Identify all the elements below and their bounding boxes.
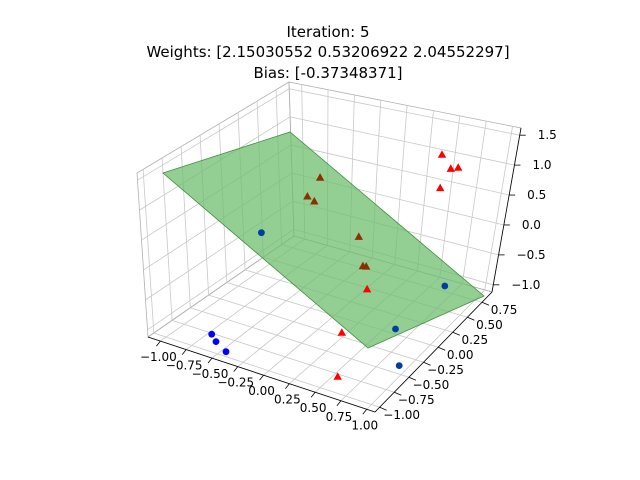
x-tick-mark	[156, 340, 161, 347]
grid-line-x-wall	[484, 126, 513, 291]
z-tick-label: 0.0	[522, 218, 541, 232]
grid-line-y-floor	[208, 294, 424, 363]
x-tick-label: −0.75	[166, 359, 203, 373]
x-tick-mark	[207, 357, 213, 364]
blue-circle-point	[392, 325, 399, 333]
red-triangle-point	[362, 284, 372, 293]
axes-lines	[147, 127, 526, 415]
grid-line-z-back	[290, 144, 510, 196]
red-triangle-point	[358, 261, 368, 270]
chart-title-line-2: Weights: [2.15030552 0.53206922 2.045522…	[146, 43, 509, 61]
red-triangle-point	[354, 232, 363, 240]
x-tick-mark	[259, 374, 264, 381]
x-tick-mark	[233, 366, 239, 372]
grid-line-y-floor	[153, 332, 380, 408]
blue-circle-point	[441, 282, 449, 290]
grid-line-z-back	[289, 88, 520, 136]
x-tick-label: 0.75	[326, 410, 353, 424]
blue-circle-point	[395, 362, 403, 369]
decision-plane	[162, 131, 485, 349]
red-triangle-point	[437, 150, 447, 158]
grid-line-y-wall	[142, 169, 155, 333]
x-tick-label: −1.00	[140, 350, 177, 364]
red-triangle-point	[310, 196, 319, 205]
grid-line-x-wall	[461, 121, 487, 284]
z-axis-line	[491, 127, 522, 293]
x-tick-mark	[181, 349, 187, 355]
x-tick-label: −0.50	[192, 367, 229, 381]
red-triangle-point	[446, 164, 455, 172]
y-tick-label: −0.50	[413, 378, 450, 392]
grid-line-z-left	[137, 88, 290, 181]
grid-line-y-wall	[161, 157, 173, 321]
decision-plane-surface	[162, 131, 485, 349]
grid-line-x-wall	[439, 115, 461, 278]
z-tick-label: 1.0	[532, 158, 551, 172]
z-tick-label: −1.0	[511, 278, 540, 292]
y-tick-label: 0.75	[491, 303, 518, 317]
blue-circle-point	[258, 229, 265, 237]
y-tick-label: −0.25	[427, 363, 464, 377]
y-tick-label: −0.75	[398, 393, 435, 407]
data-points	[208, 150, 463, 380]
x-tick-label: 1.00	[351, 418, 378, 432]
red-triangle-point	[436, 183, 445, 192]
x-tick-mark	[362, 409, 368, 415]
y-tick-mark	[408, 376, 417, 381]
axes-tick-labels: −1.00−0.75−0.50−0.250.000.250.500.751.00…	[140, 128, 557, 432]
red-triangle-point	[337, 328, 346, 336]
y-tick-mark	[452, 331, 460, 336]
blue-circle-point	[208, 330, 216, 338]
y-tick-mark	[467, 316, 475, 321]
x-tick-label: 0.00	[248, 384, 275, 398]
x-tick-label: 0.50	[300, 401, 327, 415]
grid-line-z-back	[290, 116, 515, 166]
x-tick-mark	[285, 383, 290, 389]
y-tick-mark	[394, 391, 402, 396]
chart-title-line-1: Iteration: 5	[287, 23, 370, 41]
y-tick-label: −1.00	[383, 408, 420, 422]
x-tick-mark	[336, 400, 342, 406]
y-tick-mark	[481, 301, 490, 306]
y-tick-label: 0.50	[476, 318, 503, 332]
red-triangle-point	[454, 163, 463, 171]
z-tick-label: −0.5	[517, 248, 546, 262]
y-tick-label: 0.25	[461, 333, 488, 347]
grid-line-y-floor	[190, 307, 410, 378]
chart-title-line-3: Bias: [-0.37348371]	[253, 64, 402, 82]
blue-circle-point	[212, 338, 220, 345]
y-tick-mark	[423, 361, 431, 366]
red-triangle-point	[303, 192, 312, 200]
y-tick-mark	[438, 346, 446, 351]
blue-circle-point	[222, 348, 230, 356]
x-tick-label: 0.25	[274, 393, 301, 407]
red-triangle-point	[315, 173, 325, 181]
y-tick-mark	[379, 406, 387, 411]
z-tick-label: 1.5	[538, 128, 557, 142]
x-tick-mark	[310, 391, 316, 398]
x-tick-label: −0.25	[217, 376, 254, 390]
y-tick-label: 0.00	[447, 348, 474, 362]
z-tick-label: 0.5	[527, 188, 546, 202]
red-triangle-point	[333, 372, 342, 380]
